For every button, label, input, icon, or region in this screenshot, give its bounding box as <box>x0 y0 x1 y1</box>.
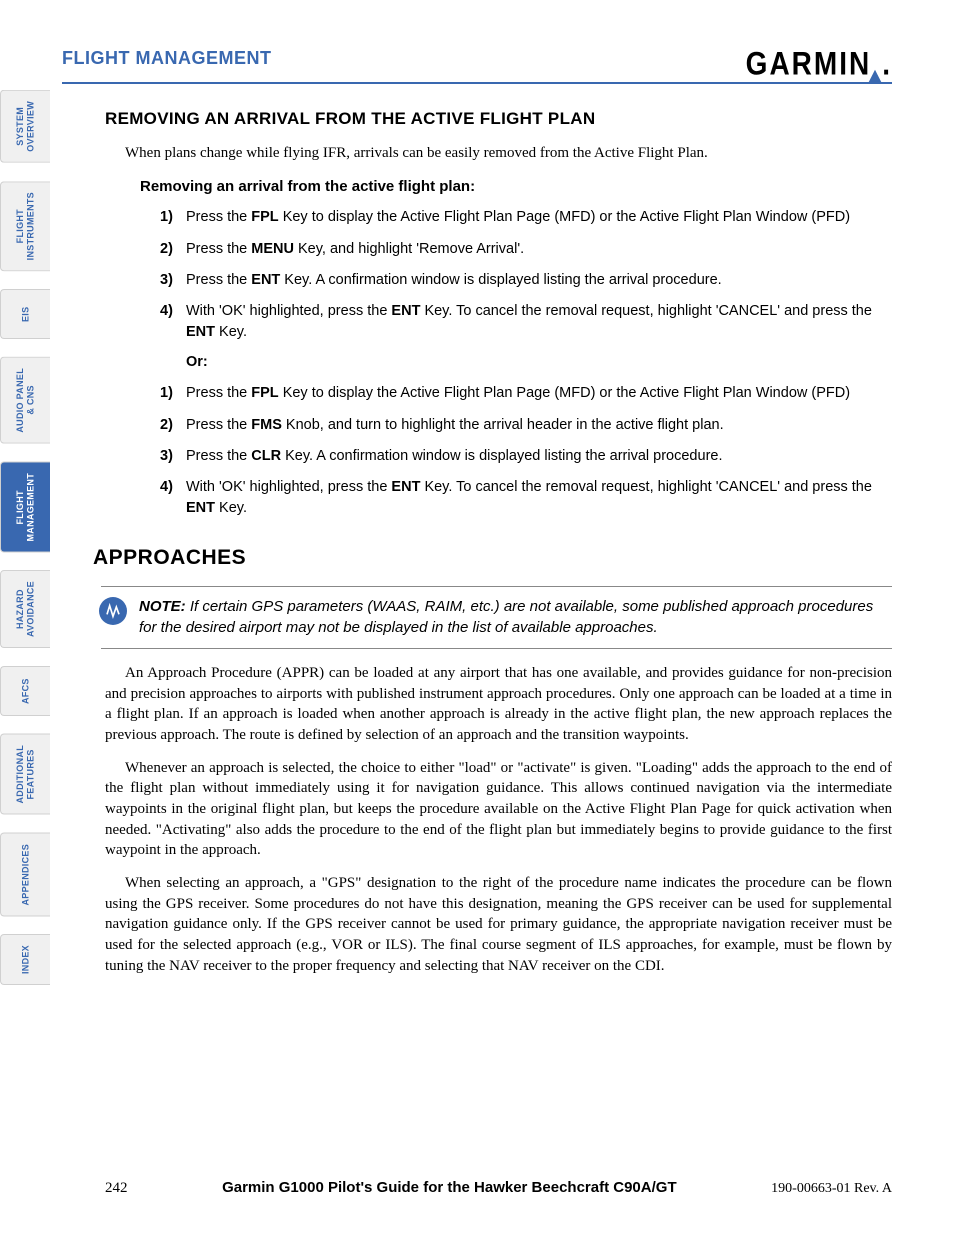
footer-revision: 190-00663-01 Rev. A <box>771 1181 892 1197</box>
page-content: REMOVING AN ARRIVAL FROM THE ACTIVE FLIG… <box>105 108 892 988</box>
step-text: Press the FPL Key to display the Active … <box>186 383 892 403</box>
step-text: With 'OK' highlighted, press the ENT Key… <box>186 301 892 342</box>
section-title: FLIGHT MANAGEMENT <box>62 48 271 69</box>
step-item: 3)Press the ENT Key. A confirmation wind… <box>160 270 892 290</box>
or-separator: Or: <box>186 353 892 373</box>
step-number: 2) <box>160 239 186 259</box>
heading-approaches: APPROACHES <box>93 544 892 572</box>
footer-title: Garmin G1000 Pilot's Guide for the Hawke… <box>222 1179 677 1196</box>
step-number: 4) <box>160 477 186 518</box>
page-number: 242 <box>105 1180 128 1197</box>
step-text: Press the FPL Key to display the Active … <box>186 207 892 227</box>
step-item: 4)With 'OK' highlighted, press the ENT K… <box>160 477 892 518</box>
heading-removing-arrival: REMOVING AN ARRIVAL FROM THE ACTIVE FLIG… <box>105 108 892 131</box>
logo-triangle-icon <box>868 70 882 84</box>
tab-appendices[interactable]: APPENDICES <box>0 833 50 917</box>
page-header: FLIGHT MANAGEMENT GARMIN. <box>62 48 892 84</box>
page-footer: 242 Garmin G1000 Pilot's Guide for the H… <box>105 1179 892 1197</box>
tab-system-overview[interactable]: SYSTEMOVERVIEW <box>0 90 50 163</box>
tab-flight-management[interactable]: FLIGHTMANAGEMENT <box>0 462 50 553</box>
step-text: Press the MENU Key, and highlight 'Remov… <box>186 239 892 259</box>
step-item: 1)Press the FPL Key to display the Activ… <box>160 383 892 403</box>
step-text: With 'OK' highlighted, press the ENT Key… <box>186 477 892 518</box>
intro-text: When plans change while flying IFR, arri… <box>125 143 892 163</box>
step-number: 4) <box>160 301 186 342</box>
note-text: If certain GPS parameters (WAAS, RAIM, e… <box>139 598 873 635</box>
step-item: 3)Press the CLR Key. A confirmation wind… <box>160 446 892 466</box>
step-item: 1)Press the FPL Key to display the Activ… <box>160 207 892 227</box>
step-item: 2)Press the MENU Key, and highlight 'Rem… <box>160 239 892 259</box>
paragraph-1: An Approach Procedure (APPR) can be load… <box>105 663 892 746</box>
step-text: Press the ENT Key. A confirmation window… <box>186 270 892 290</box>
step-number: 3) <box>160 270 186 290</box>
tab-hazard-avoidance[interactable]: HAZARDAVOIDANCE <box>0 570 50 648</box>
paragraph-3: When selecting an approach, a "GPS" desi… <box>105 873 892 976</box>
brand-text: GARMIN <box>746 46 872 83</box>
tab-flight-instruments[interactable]: FLIGHTINSTRUMENTS <box>0 181 50 271</box>
tab-eis[interactable]: EIS <box>0 289 50 339</box>
tab-afcs[interactable]: AFCS <box>0 666 50 716</box>
section-tabs: SYSTEMOVERVIEW FLIGHTINSTRUMENTS EIS AUDIO … <box>0 90 50 985</box>
step-number: 1) <box>160 207 186 227</box>
step-number: 3) <box>160 446 186 466</box>
steps-list-b: 1)Press the FPL Key to display the Activ… <box>160 383 892 517</box>
brand-logo: GARMIN. <box>746 46 892 83</box>
tab-index[interactable]: INDEX <box>0 934 50 985</box>
step-item: 4)With 'OK' highlighted, press the ENT K… <box>160 301 892 342</box>
logo-dot: . <box>882 46 892 83</box>
note-callout: NOTE: If certain GPS parameters (WAAS, R… <box>101 586 892 649</box>
note-label: NOTE: <box>139 598 186 615</box>
step-number: 2) <box>160 415 186 435</box>
steps-list-a: 1)Press the FPL Key to display the Activ… <box>160 207 892 372</box>
step-text: Press the FMS Knob, and turn to highligh… <box>186 415 892 435</box>
step-text: Press the CLR Key. A confirmation window… <box>186 446 892 466</box>
tab-audio-panel-cns[interactable]: AUDIO PANEL& CNS <box>0 357 50 444</box>
step-item: 2)Press the FMS Knob, and turn to highli… <box>160 415 892 435</box>
step-number: 1) <box>160 383 186 403</box>
tab-additional-features[interactable]: ADDITIONALFEATURES <box>0 734 50 815</box>
paragraph-2: Whenever an approach is selected, the ch… <box>105 758 892 861</box>
note-icon <box>99 597 127 625</box>
subheading-procedure: Removing an arrival from the active flig… <box>140 177 892 197</box>
